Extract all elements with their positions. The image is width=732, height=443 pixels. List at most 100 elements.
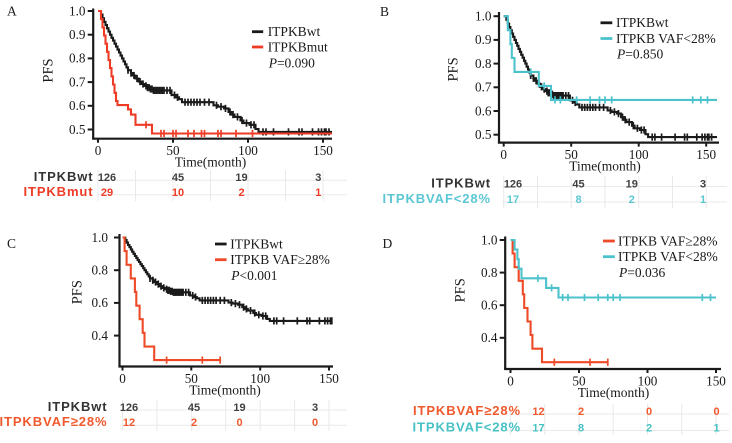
svg-text:8: 8 [578,422,584,434]
svg-text:0: 0 [713,406,719,418]
svg-text:PFS: PFS [445,57,461,81]
svg-text:150: 150 [706,373,726,388]
svg-text:3: 3 [700,178,706,190]
svg-text:50: 50 [572,373,586,388]
svg-text:ITPKBwt: ITPKBwt [268,24,321,39]
svg-text:126: 126 [504,178,522,190]
svg-text:0: 0 [646,406,652,418]
svg-text:A: A [7,3,17,18]
svg-text:2: 2 [629,194,635,206]
svg-text:ITPKBwt: ITPKBwt [48,399,108,414]
svg-text:0.9: 0.9 [475,32,492,47]
svg-text:ITPKB VAF≥28%: ITPKB VAF≥28% [618,233,718,248]
svg-text:0: 0 [312,417,318,429]
svg-text:2: 2 [646,422,652,434]
svg-text:P=0.090: P=0.090 [268,55,315,70]
svg-text:0.9: 0.9 [69,27,86,42]
svg-text:12: 12 [532,406,544,418]
svg-text:2: 2 [578,406,584,418]
svg-text:0.6: 0.6 [481,298,498,313]
svg-text:0.7: 0.7 [69,74,86,89]
svg-text:0.8: 0.8 [475,56,492,71]
svg-text:100: 100 [629,147,649,162]
svg-text:0: 0 [119,371,126,386]
svg-text:126: 126 [98,172,116,184]
svg-text:ITPKBwt: ITPKBwt [431,176,491,191]
svg-text:19: 19 [235,172,247,184]
svg-text:0.5: 0.5 [69,122,86,137]
svg-text:100: 100 [638,373,658,388]
svg-text:Time(month): Time(month) [569,159,641,174]
svg-text:17: 17 [507,194,519,206]
svg-text:2: 2 [191,417,197,429]
svg-text:1: 1 [713,422,719,434]
svg-text:PFS: PFS [40,58,56,82]
svg-text:29: 29 [101,187,113,199]
svg-text:ITPKBVAF<28%: ITPKBVAF<28% [383,191,491,206]
svg-text:ITPKB VAF<28%: ITPKB VAF<28% [618,249,718,264]
svg-text:Time(month): Time(month) [189,382,261,397]
svg-text:1.0: 1.0 [475,9,492,24]
svg-text:50: 50 [185,371,199,386]
svg-text:D: D [383,236,393,251]
svg-text:P<0.001: P<0.001 [230,268,277,283]
svg-text:10: 10 [172,187,184,199]
svg-text:0.4: 0.4 [92,328,109,343]
svg-text:0.6: 0.6 [92,295,109,310]
svg-text:19: 19 [233,402,245,414]
svg-text:8: 8 [575,194,581,206]
svg-text:PFS: PFS [70,280,86,304]
svg-text:1.0: 1.0 [481,232,498,247]
svg-text:0.6: 0.6 [69,98,86,113]
svg-text:P=0.850: P=0.850 [616,47,663,62]
svg-text:45: 45 [572,178,584,190]
svg-text:45: 45 [172,172,184,184]
svg-text:1.0: 1.0 [92,230,109,245]
svg-text:ITPKB VAF<28%: ITPKB VAF<28% [616,31,716,46]
svg-text:0.8: 0.8 [69,51,86,66]
svg-text:150: 150 [696,147,716,162]
svg-text:50: 50 [166,143,180,158]
svg-text:126: 126 [120,402,138,414]
svg-text:0.5: 0.5 [475,127,492,142]
svg-text:ITPKBVAF≥28%: ITPKBVAF≥28% [413,403,521,418]
svg-text:0.8: 0.8 [92,263,109,278]
svg-text:B: B [380,4,389,19]
svg-text:0.8: 0.8 [481,265,498,280]
svg-text:0: 0 [95,143,102,158]
svg-text:ITPKB VAF≥28%: ITPKB VAF≥28% [230,252,330,267]
svg-text:0: 0 [236,417,242,429]
svg-text:12: 12 [123,417,135,429]
svg-text:1: 1 [315,187,321,199]
svg-text:ITPKBmut: ITPKBmut [268,39,328,54]
svg-text:ITPKBVAF≥28%: ITPKBVAF≥28% [0,414,108,429]
svg-text:45: 45 [188,402,200,414]
svg-text:150: 150 [313,143,333,158]
svg-text:ITPKBwt: ITPKBwt [230,236,283,251]
svg-text:19: 19 [626,178,638,190]
svg-text:Time(month): Time(month) [578,385,650,400]
svg-text:50: 50 [565,147,579,162]
svg-text:0.6: 0.6 [475,103,492,118]
svg-text:Time(month): Time(month) [175,155,247,170]
svg-text:100: 100 [238,143,258,158]
svg-text:0.7: 0.7 [475,80,492,95]
svg-text:0: 0 [507,373,514,388]
svg-text:ITPKBwt: ITPKBwt [34,169,94,184]
svg-text:3: 3 [315,172,321,184]
svg-text:P=0.036: P=0.036 [618,265,665,280]
svg-text:2: 2 [238,187,244,199]
svg-text:1.0: 1.0 [69,3,86,18]
svg-text:3: 3 [312,402,318,414]
svg-text:ITPKBmut: ITPKBmut [23,184,93,199]
svg-text:PFS: PFS [453,278,469,302]
svg-text:ITPKBwt: ITPKBwt [616,15,669,30]
svg-text:C: C [7,236,16,251]
svg-text:150: 150 [319,371,339,386]
svg-text:ITPKBVAF<28%: ITPKBVAF<28% [413,420,521,435]
svg-text:0.4: 0.4 [481,330,498,345]
svg-text:17: 17 [532,422,544,434]
svg-text:100: 100 [250,371,270,386]
svg-text:1: 1 [700,194,706,206]
svg-text:0: 0 [500,147,507,162]
